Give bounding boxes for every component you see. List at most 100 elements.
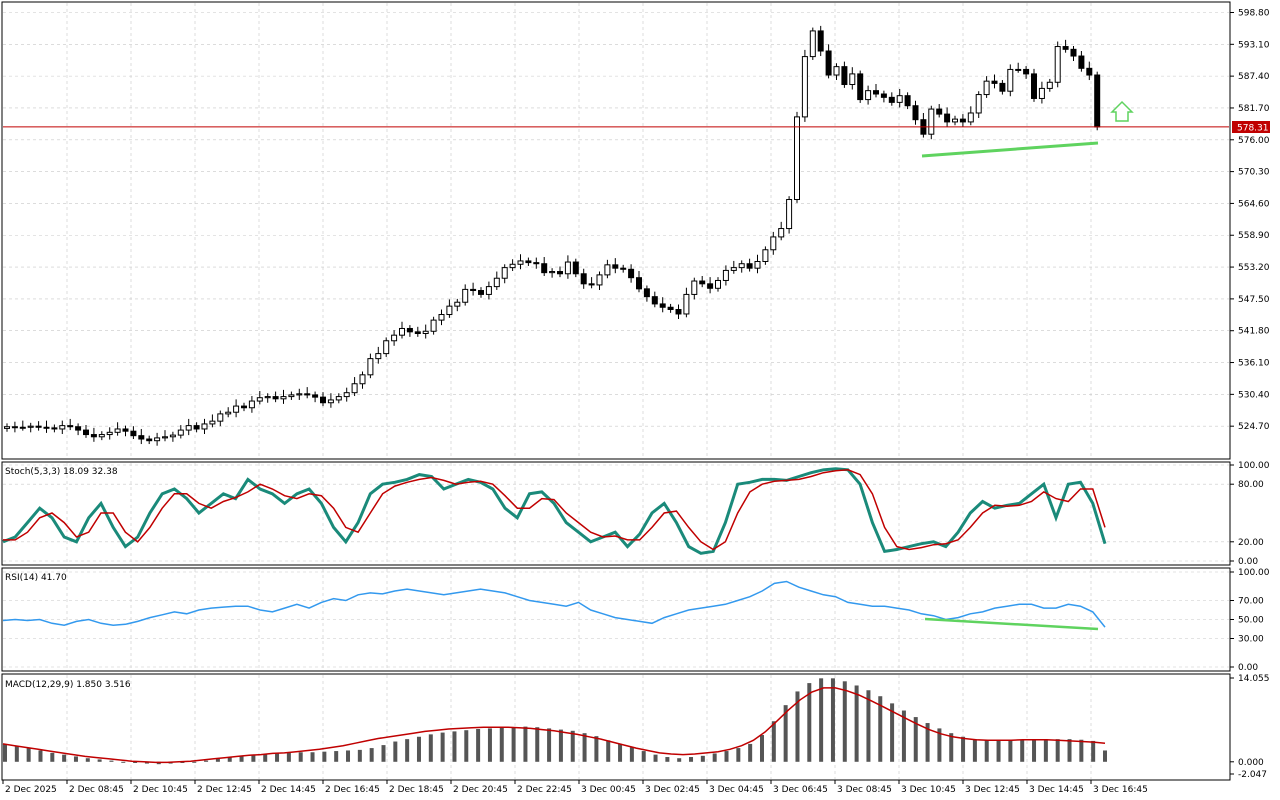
macd-bar [192, 761, 197, 763]
time-tick-label: 2 Dec 20:45 [453, 785, 508, 795]
macd-bar [842, 681, 847, 762]
time-tick-label: 3 Dec 14:45 [1029, 785, 1084, 795]
candle-body [683, 293, 690, 315]
candle-body [1054, 46, 1061, 83]
macd-bar [487, 728, 492, 762]
candle-body [406, 327, 413, 333]
candle-body [525, 260, 532, 264]
candle-body [944, 113, 951, 123]
price-tick-label: 547.50 [1238, 295, 1270, 305]
indicator-tick-label: 100.00 [1238, 461, 1270, 471]
stoch-panel[interactable]: Stoch(5,3,3) 18.09 32.38 100.00 80.00 20.0… [1, 461, 1270, 567]
candle-body [217, 413, 224, 422]
price-grid [3, 3, 1229, 779]
macd-bar [286, 752, 291, 762]
macd-y-axis: 14.055 0.000 -2.047 [1230, 674, 1270, 780]
current-price-label: 578.31 [1237, 124, 1269, 134]
macd-bar [582, 733, 587, 762]
candle-body [343, 392, 350, 398]
price-tick-label: 564.60 [1238, 199, 1270, 209]
macd-bar [925, 723, 930, 762]
price-trend-line[interactable] [921, 141, 1099, 158]
candle-body [580, 273, 587, 285]
candle-body [83, 429, 89, 436]
price-tick-label: 558.90 [1238, 231, 1270, 241]
candle-body [67, 425, 74, 428]
macd-panel[interactable]: MACD(12,29,9) 1.850 3.516 14.055 0.000 -2.… [1, 673, 1270, 781]
time-tick-label: 3 Dec 02:45 [645, 785, 700, 795]
candle-body [1023, 68, 1030, 75]
macd-tick-label: 0.000 [1238, 758, 1264, 768]
candle-body [983, 80, 990, 96]
candle-body [620, 267, 627, 270]
candle-body [19, 426, 26, 429]
candle-body [296, 393, 303, 396]
candle-body [572, 261, 579, 275]
candle-body [849, 73, 856, 86]
candle-body [936, 108, 943, 115]
candle-body [256, 397, 263, 402]
stoch-title: Stoch(5,3,3) 18.09 32.38 [5, 467, 118, 477]
current-price-badge [1232, 121, 1270, 133]
macd-bar [73, 756, 78, 762]
candle-body [375, 353, 382, 360]
stoch-main-line [2, 467, 1107, 555]
macd-bar [251, 754, 256, 762]
price-y-axis: 598.80 593.10 587.40 581.70 576.00 570.30 564.… [1230, 8, 1270, 432]
macd-bar [121, 761, 126, 763]
candle-body [241, 405, 247, 409]
macd-bar [416, 736, 421, 762]
macd-bar [629, 747, 634, 762]
macd-bar [1008, 740, 1013, 762]
time-tick-label: 3 Dec 12:45 [965, 785, 1020, 795]
candle-body [248, 400, 255, 409]
macd-bar [570, 730, 575, 762]
rsi-grid [3, 571, 1229, 668]
candle-body [1062, 46, 1069, 50]
candle-body [699, 280, 706, 285]
macd-bar [50, 752, 55, 762]
macd-bar [1103, 750, 1107, 762]
candle-body [90, 434, 97, 438]
candle-body [786, 199, 793, 230]
candle-body [809, 30, 816, 58]
macd-bar [535, 727, 540, 762]
candle-body [312, 394, 319, 398]
candle-body [675, 308, 682, 315]
candle-body [1007, 68, 1014, 92]
candle-body [762, 249, 769, 262]
stoch-signal-line [3, 469, 1106, 551]
time-tick-label: 3 Dec 16:45 [1093, 785, 1148, 795]
candle-body [912, 105, 919, 121]
candle-body [865, 90, 872, 101]
candle-body [4, 426, 10, 429]
macd-bar [972, 739, 977, 762]
candle-body [438, 314, 445, 321]
candle-body [233, 405, 240, 413]
price-tick-label: 581.70 [1238, 104, 1270, 114]
indicator-tick-label: 20.00 [1238, 538, 1264, 548]
candle-body [928, 108, 935, 135]
macd-bar [866, 690, 871, 762]
candle-body [967, 112, 974, 123]
price-tick-label: 536.10 [1238, 359, 1270, 369]
candle-body [999, 82, 1006, 92]
macd-bar [854, 685, 859, 762]
rsi-trend-line[interactable] [924, 617, 1099, 631]
price-tick-label: 530.40 [1238, 390, 1270, 400]
candle-body [225, 411, 232, 415]
candle-body [817, 30, 824, 52]
price-panel[interactable]: 598.80 593.10 587.40 581.70 576.00 570.30 564.… [1, 1, 1270, 779]
time-tick-label: 3 Dec 10:45 [901, 785, 956, 795]
macd-bar [901, 710, 906, 762]
macd-bar [298, 752, 303, 762]
macd-bar [38, 750, 43, 762]
macd-bar [830, 678, 835, 762]
rsi-panel[interactable]: RSI(14) 41.70 100.00 70.00 50.00 30.00 0.00 [1, 567, 1270, 673]
price-tick-label: 587.40 [1238, 72, 1270, 82]
candle-body [43, 426, 50, 429]
candle-body [264, 396, 271, 399]
macd-bar [26, 748, 31, 762]
